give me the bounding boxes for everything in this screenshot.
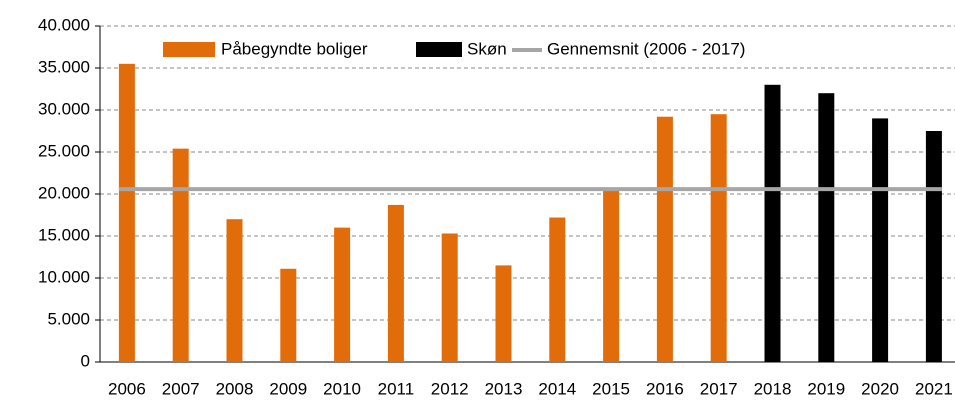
bar xyxy=(872,118,889,363)
y-tick-label: 20.000 xyxy=(38,183,90,202)
x-tick-label: 2015 xyxy=(592,379,630,398)
legend-box xyxy=(158,36,848,64)
bar xyxy=(818,93,835,362)
y-tick-label: 35.000 xyxy=(38,57,90,76)
x-tick-label: 2017 xyxy=(700,379,738,398)
x-tick-label: 2020 xyxy=(861,379,899,398)
legend-label: Påbegyndte boliger xyxy=(221,39,368,58)
y-tick-label: 5.000 xyxy=(47,309,90,328)
legend-label: Gennemsnit (2006 - 2017) xyxy=(547,39,745,58)
bar xyxy=(656,116,673,362)
x-tick-label: 2018 xyxy=(754,379,792,398)
x-tick-label: 2012 xyxy=(431,379,469,398)
x-tick-label: 2013 xyxy=(485,379,523,398)
x-tick-label: 2009 xyxy=(269,379,307,398)
bar xyxy=(334,227,351,362)
bar xyxy=(226,219,243,362)
bar xyxy=(925,131,942,362)
bar xyxy=(603,189,620,362)
bar xyxy=(495,265,512,362)
x-tick-label: 2021 xyxy=(915,379,953,398)
bar xyxy=(764,84,781,363)
x-tick-label: 2019 xyxy=(807,379,845,398)
x-tick-label: 2008 xyxy=(216,379,254,398)
x-tick-label: 2014 xyxy=(538,379,576,398)
y-tick-label: 40.000 xyxy=(38,15,90,34)
bar xyxy=(549,217,566,362)
bar xyxy=(441,233,458,362)
x-tick-label: 2010 xyxy=(323,379,361,398)
bar xyxy=(710,114,727,362)
bar xyxy=(118,63,135,363)
legend-swatch xyxy=(416,42,462,57)
y-tick-label: 25.000 xyxy=(38,141,90,160)
y-tick-label: 15.000 xyxy=(38,225,90,244)
bar xyxy=(172,148,189,362)
x-tick-label: 2006 xyxy=(108,379,146,398)
y-tick-label: 30.000 xyxy=(38,99,90,118)
x-tick-label: 2007 xyxy=(162,379,200,398)
bar xyxy=(280,268,297,362)
legend-swatch xyxy=(163,42,215,57)
y-tick-label: 0 xyxy=(81,351,90,370)
bar xyxy=(387,204,404,362)
y-tick-label: 10.000 xyxy=(38,267,90,286)
x-tick-label: 2011 xyxy=(378,379,415,398)
x-tick-label: 2016 xyxy=(646,379,684,398)
legend-label: Skøn xyxy=(467,39,507,58)
